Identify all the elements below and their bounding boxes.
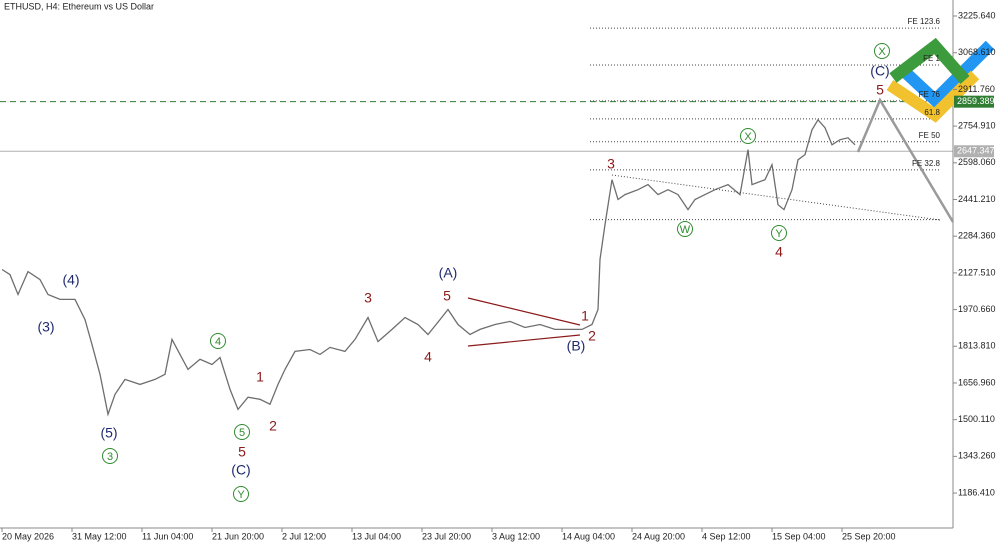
fib-label: FE 123.6 [908, 17, 941, 26]
y-tick-label: 2598.060 [958, 157, 996, 167]
price-line-series [1, 118, 856, 417]
wave-label: X [744, 131, 752, 143]
wave-circle [233, 486, 249, 502]
wave-label: 5 [443, 288, 451, 304]
x-tick-label: 15 Sep 04:00 [772, 531, 826, 541]
wave-label: 5 [876, 82, 884, 98]
wave-label: 4 [775, 244, 783, 260]
y-tick-label: 2754.910 [958, 120, 996, 130]
y-tick-label: 2284.360 [958, 231, 996, 241]
y-tick-label: 1500.110 [958, 414, 995, 424]
y-tick-label: 2441.210 [958, 194, 996, 204]
y-tick-label: 1970.660 [958, 304, 996, 314]
wave-label: (A) [439, 265, 458, 281]
y-tick-label: 3068.610 [958, 47, 996, 57]
wave-label: 1 [581, 308, 589, 324]
logo [886, 37, 995, 123]
y-tick-label: 1656.960 [958, 377, 996, 387]
x-tick-label: 31 May 12:00 [72, 531, 127, 541]
logo-blue [900, 40, 995, 109]
wave-label: 1 [256, 369, 264, 385]
fib-label: FE 76 [919, 90, 941, 99]
x-tick-label: 21 Jun 20:00 [212, 531, 264, 541]
wave-label: 4 [215, 336, 221, 348]
x-tick-label: 11 Jun 04:00 [142, 531, 193, 541]
wave-label: (3) [37, 319, 54, 335]
triangle-line [467, 297, 581, 326]
plot [0, 27, 953, 417]
wave-circle [102, 448, 118, 464]
y-tick-label: 2127.510 [958, 267, 996, 277]
triangle-line [467, 334, 581, 347]
logo-green [889, 37, 970, 84]
y-tick-label: 3225.640 [958, 10, 996, 20]
fib-label: FE 1 [923, 54, 940, 63]
wave-circle [874, 43, 890, 59]
y-tick-label: 1186.410 [958, 487, 995, 497]
wave-label: (B) [567, 338, 586, 354]
wave-label: 4 [424, 349, 432, 365]
wave-circle [677, 221, 693, 237]
wave-label: Y [775, 228, 783, 240]
y-tick-label: 2911.760 [958, 84, 995, 94]
x-tick-label: 24 Aug 20:00 [632, 531, 685, 541]
wave-circle [740, 128, 756, 144]
wave-label: Y [237, 489, 245, 501]
x-tick-label: 2 Jul 12:00 [282, 531, 326, 541]
x-tick-label: 25 Sep 20:00 [842, 531, 896, 541]
wave-circle [771, 225, 787, 241]
price-box [954, 145, 994, 158]
wave-label: 2 [588, 328, 596, 344]
wave-label: (5) [100, 425, 117, 441]
wave-label: 3 [364, 290, 372, 306]
price-label: 2859.389 [957, 96, 995, 106]
fib-label: FE 50 [919, 131, 941, 140]
wave-label: 5 [239, 427, 245, 439]
wave-label: (4) [62, 272, 79, 288]
logo-yellow [886, 70, 980, 123]
trend-line [611, 174, 941, 221]
y-tick-label: 1813.810 [958, 341, 996, 351]
price-label: 2647.347 [957, 146, 995, 156]
wave-label: 3 [607, 156, 615, 172]
x-tick-label: 4 Sep 12:00 [702, 531, 751, 541]
x-tick-label: 3 Aug 12:00 [492, 531, 540, 541]
x-tick-label: 20 May 2026 [2, 531, 54, 541]
wave-label: 5 [238, 444, 246, 460]
wave-label: 2 [269, 418, 277, 434]
x-tick-label: 14 Aug 04:00 [562, 531, 615, 541]
x-tick-label: 13 Jul 04:00 [352, 531, 401, 541]
chart-title: ETHUSD, H4: Ethereum vs US Dollar [4, 1, 154, 11]
fib-label: 61.8 [924, 108, 940, 117]
x-tick-label: 23 Jul 20:00 [422, 531, 471, 541]
wave-label: (C) [870, 63, 889, 79]
price-box [954, 95, 994, 108]
fib-label: FE 32.8 [912, 159, 941, 168]
y-tick-label: 1343.260 [958, 451, 996, 461]
wave-label: X [878, 46, 886, 58]
wave-label: 3 [107, 451, 113, 463]
wave-label: (C) [231, 462, 250, 478]
wave-circle [210, 333, 226, 349]
wave-circle [234, 424, 250, 440]
wave-label: W [680, 224, 691, 236]
projection [856, 97, 955, 223]
